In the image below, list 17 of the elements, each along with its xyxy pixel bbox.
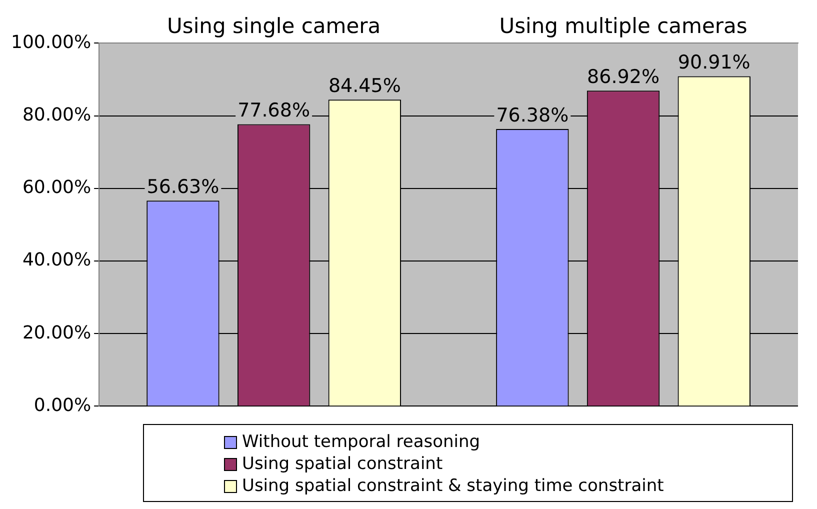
data-label: 77.68% (238, 100, 310, 122)
y-tick-label: 60.00% (22, 177, 92, 198)
legend-label: Using spatial constraint & staying time constraint (242, 476, 664, 496)
data-label: 76.38% (496, 104, 569, 126)
data-label: 56.63% (146, 176, 220, 198)
y-tick-label: 20.00% (22, 322, 92, 344)
y-tick-label: 80.00% (22, 104, 92, 126)
data-label: 84.45% (328, 75, 401, 98)
legend-label: Using spatial constraint (242, 454, 443, 474)
data-label: 86.92% (587, 66, 660, 88)
y-tick-label: 40.00% (22, 250, 92, 271)
legend-label: Without temporal reasoning (242, 432, 480, 452)
data-label: 90.91% (678, 52, 750, 74)
x-tick-label: Using multiple cameras (499, 14, 748, 38)
y-tick-label: 0.00% (34, 394, 92, 416)
y-tick-label: 100.00% (10, 32, 92, 53)
x-tick-label: Using single camera (167, 14, 381, 38)
